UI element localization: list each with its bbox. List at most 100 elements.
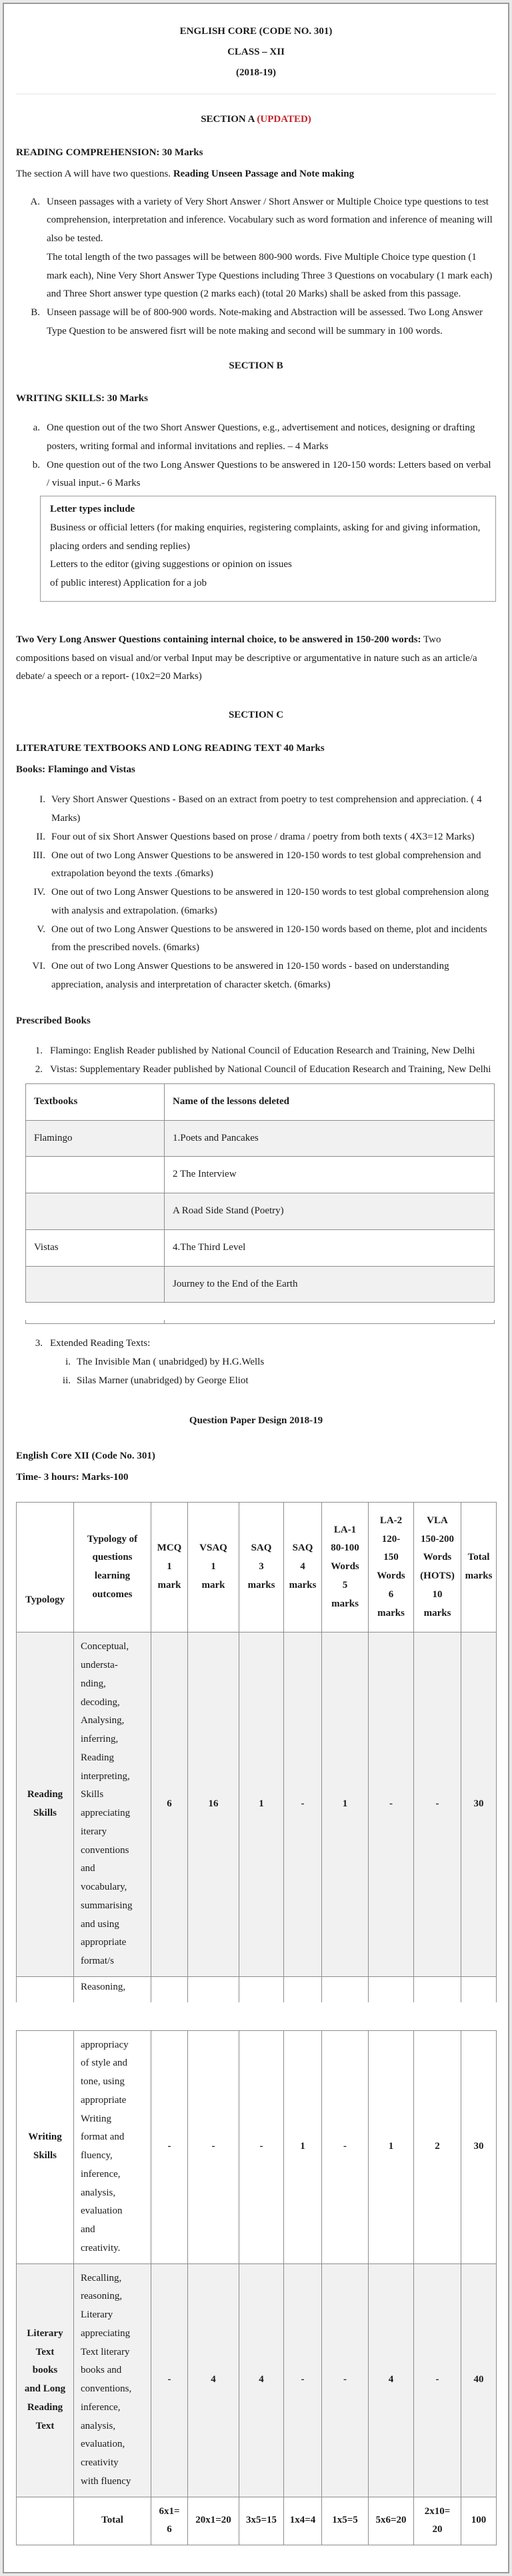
cell-outcomes: Reasoning, [73,1976,151,2002]
cell-saq4: - [283,1632,322,1977]
list-item-label: I. [39,794,45,806]
table-row: Vistas 4.The Third Level [25,1229,495,1267]
paragraph: The total length of the two passages wil… [47,251,493,300]
cell-total-label: Total [73,2496,151,2545]
letter-box-title: Letter types include [50,504,135,514]
list-item-text: Four out of six Short Answer Questions b… [51,831,475,842]
question-paper-design-title: Question Paper Design 2018-19 [189,1415,323,1426]
list-item-text: One out of two Long Answer Questions to … [51,961,449,990]
list-item: ii. Silas Marner (unabridged) by George … [55,1372,496,1391]
cell-total: 30 [461,1632,497,1977]
list-item: III. One out of two Long Answer Question… [16,847,496,884]
column-header-lessons: Name of the lessons deleted [164,1083,495,1121]
list-item-text: Silas Marner (unabridged) by George Elio… [77,1375,249,1386]
cell-saq3: 4 [239,2263,284,2497]
page-break-gap [16,2002,496,2016]
list-item-label: VI. [32,961,45,971]
page-break-table-fragment [25,1320,495,1325]
cell-saq4: - [283,2263,322,2497]
cell-la2-total: 5x6=20 [368,2496,414,2545]
table-header-row: Textbooks Name of the lessons deleted [25,1083,495,1121]
list-item-text: One out of two Long Answer Questions to … [51,850,481,880]
table-row: A Road Side Stand (Poetry) [25,1193,495,1230]
list-item-label: IV. [33,887,45,898]
empty-cell [321,1976,369,2002]
literature-heading: LITERATURE TEXTBOOKS AND LONG READING TE… [16,742,325,754]
table-row: 2 The Interview [25,1156,495,1193]
section-a-intro-text: The section A will have two questions. [16,168,173,179]
empty-cell [283,1976,322,2002]
letter-types-box: Letter types include Business or officia… [40,496,496,602]
list-item: IV. One out of two Long Answer Questions… [16,884,496,921]
prescribed-books-heading: Prescribed Books [16,1015,91,1026]
list-item-label: i. [65,1357,71,1367]
doc-title-line-2: CLASS – XII [227,46,285,57]
cell-outcomes: Recalling, reasoning, Literary appreciat… [73,2263,151,2497]
list-item: a. One question out of the two Short Ans… [16,419,496,456]
cell-book [25,1265,165,1303]
list-item-text: Flamingo: English Reader published by Na… [50,1045,475,1057]
very-long-answer-text: Two compositions based on visual and/or … [16,634,477,682]
section-a-intro-bold: Reading Unseen Passage and Note making [173,168,355,179]
design-table-part-1: Typology Typology of questions learning … [16,1501,497,2002]
cell-mcq: - [151,2263,188,2497]
cell-lesson: 1.Poets and Pancakes [164,1119,495,1157]
cell-saq3-total: 3x5=15 [239,2496,284,2545]
extended-reading-block: 3. Extended Reading Texts: i. The Invisi… [16,1335,496,1390]
list-item-label: ii. [62,1375,71,1386]
list-item: 1. Flamingo: English Reader published by… [16,1042,496,1061]
list-item-label: b. [32,459,40,470]
section-b-heading: SECTION B [229,360,283,371]
books-line: Books: Flamingo and Vistas [16,764,135,775]
doc-title-block: ENGLISH CORE (CODE NO. 301) CLASS – XII … [16,21,496,83]
total-row: Total 6x1= 6 20x1=20 3x5=15 1x4=4 1x5=5 … [16,2496,497,2545]
list-item-text: Unseen passage will be of 800-900 words.… [47,307,483,336]
list-item: i. The Invisible Man ( unabridged) by H.… [55,1353,496,1372]
design-table-part-2: Writing Skills appropriacy of style and … [16,2030,497,2546]
list-item-a: A. Unseen passages with a variety of Ver… [16,193,496,305]
cell-vla-total: 2x10= 20 [413,2496,461,2545]
cell-saq4: 1 [283,2030,322,2264]
cell-book [25,1193,165,1230]
cell-saq3: 1 [239,1632,284,1977]
list-item: V. One out of two Long Answer Questions … [16,921,496,958]
divider [16,93,496,95]
list-item-text: Vistas: Supplementary Reader published b… [50,1064,491,1075]
cell-total: 40 [461,2263,497,2497]
header-vla: VLA 150-200 Words (HOTS) 10 marks [413,1501,461,1633]
section-a-heading-text: SECTION A [201,114,255,125]
list-item-label: III. [33,850,45,861]
section-c-list: I. Very Short Answer Questions - Based o… [16,791,496,994]
empty-cell [25,1320,165,1325]
writing-skills-heading: WRITING SKILLS: 30 Marks [16,393,148,404]
header-vsaq: VSAQ 1 mark [187,1501,239,1633]
cell-lesson: Journey to the End of the Earth [164,1265,495,1303]
paragraph: Unseen passages with a variety of Very S… [47,196,493,245]
list-item-label: 2. [35,1064,43,1075]
cell-la1-total: 1x5=5 [321,2496,369,2545]
cell-vsaq-total: 20x1=20 [187,2496,239,2545]
list-item-label: 3. [35,1338,43,1349]
cell-book [25,1156,165,1193]
cell-saq3: - [239,2030,284,2264]
header-typology: Typology [16,1501,74,1633]
letter-box-line: of public interest) Application for a jo… [50,578,207,588]
header-mcq: MCQ 1 mark [151,1501,188,1633]
literary-text-row: Literary Text books and Long Reading Tex… [16,2263,497,2497]
header-saq3: SAQ 3 marks [239,1501,284,1633]
list-item: 2. Vistas: Supplementary Reader publishe… [16,1061,496,1079]
cell-typology: Writing Skills [16,2030,74,2264]
letter-box-line: Letters to the editor (giving suggestion… [50,559,292,570]
empty-cell [164,1320,495,1325]
cell-vsaq: 4 [187,2263,239,2497]
list-item-text: One out of two Long Answer Questions to … [51,887,489,916]
list-item-text: One out of two Long Answer Questions to … [51,924,487,954]
cell-mcq: 6 [151,1632,188,1977]
writing-skills-row: Writing Skills appropriacy of style and … [16,2030,497,2264]
table-row [25,1320,495,1325]
very-long-answer-bold: Two Very Long Answer Questions containin… [16,634,421,645]
list-item: 3. Extended Reading Texts: [16,1335,496,1353]
cell-vsaq: 16 [187,1632,239,1977]
empty-cell [151,1976,188,2002]
empty-cell [461,1976,497,2002]
